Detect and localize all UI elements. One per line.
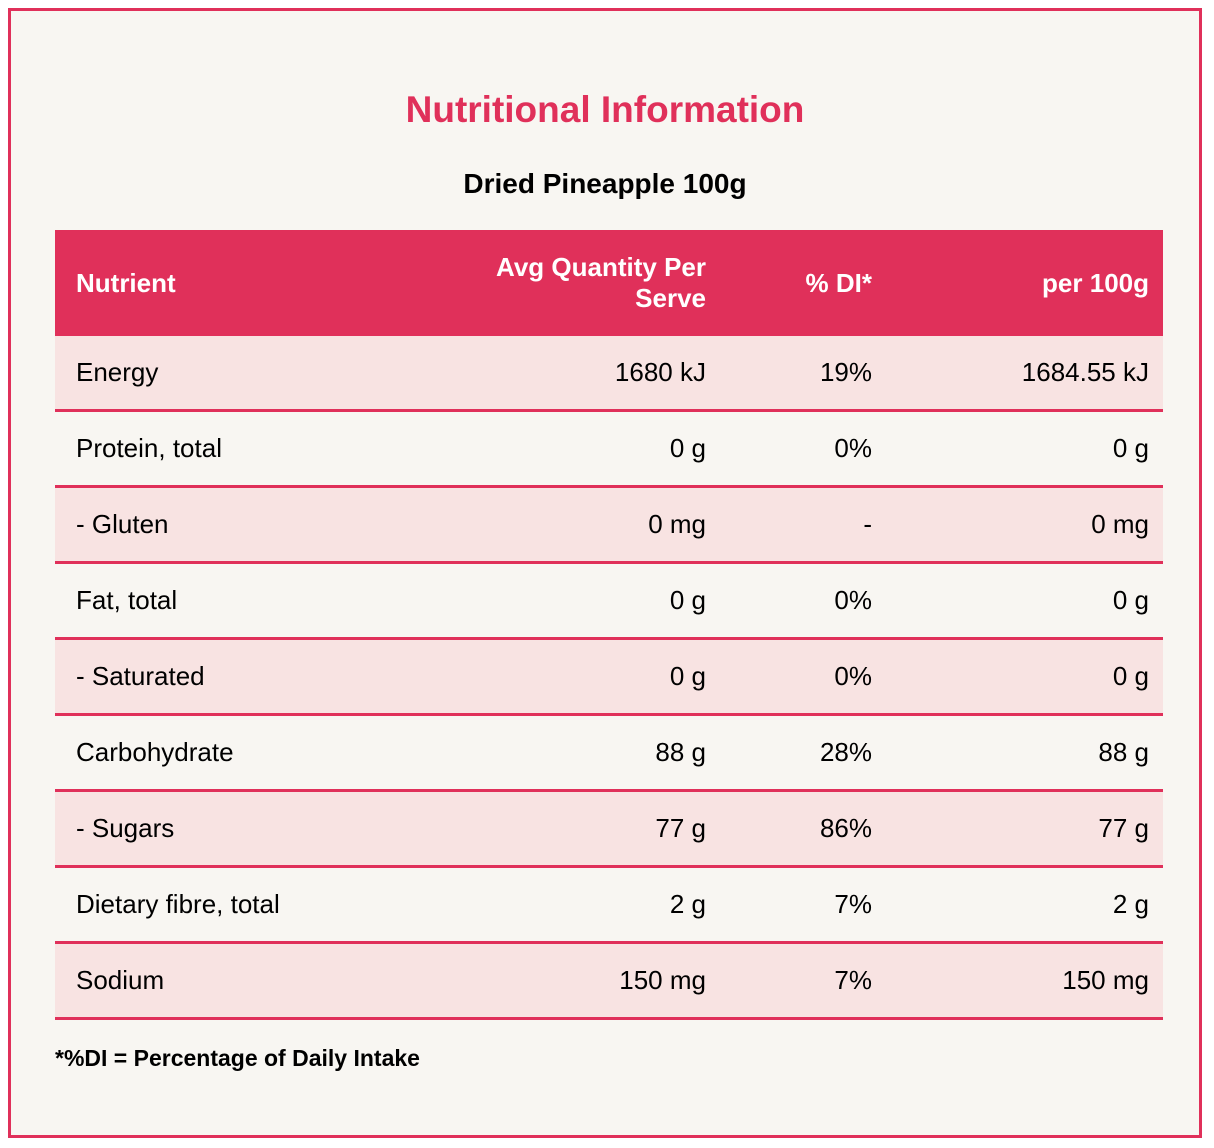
nutrient-name-cell: Sodium	[55, 942, 405, 1020]
percent-di-cell: 28%	[720, 714, 886, 792]
table-row: Protein, total 0 g 0% 0 g	[55, 410, 1163, 488]
table-header-row: Nutrient Avg Quantity Per Serve % DI* pe…	[55, 230, 1163, 336]
per-100g-cell: 0 g	[886, 562, 1163, 640]
table-row: Carbohydrate 88 g 28% 88 g	[55, 714, 1163, 792]
nutrient-name-cell: - Sugars	[55, 790, 405, 868]
avg-quantity-cell: 0 mg	[405, 486, 720, 564]
avg-quantity-cell: 77 g	[405, 790, 720, 868]
avg-quantity-cell: 1680 kJ	[405, 336, 720, 412]
table-row: Sodium 150 mg 7% 150 mg	[55, 942, 1163, 1020]
page-title: Nutritional Information	[405, 89, 805, 130]
per-100g-cell: 2 g	[886, 866, 1163, 944]
table-row: - Sugars 77 g 86% 77 g	[55, 790, 1163, 868]
table-row: Fat, total 0 g 0% 0 g	[55, 562, 1163, 640]
per-100g-cell: 150 mg	[886, 942, 1163, 1020]
per-100g-cell: 88 g	[886, 714, 1163, 792]
avg-quantity-cell: 0 g	[405, 562, 720, 640]
product-subtitle: Dried Pineapple 100g	[463, 168, 747, 199]
per-100g-cell: 0 g	[886, 638, 1163, 716]
table-row: - Saturated 0 g 0% 0 g	[55, 638, 1163, 716]
percent-di-cell: 19%	[720, 336, 886, 412]
nutrition-table: Nutrient Avg Quantity Per Serve % DI* pe…	[55, 230, 1163, 1020]
percent-di-cell: 7%	[720, 866, 886, 944]
nutrient-name-cell: Protein, total	[55, 410, 405, 488]
per-100g-cell: 0 g	[886, 410, 1163, 488]
nutrient-name-cell: - Saturated	[55, 638, 405, 716]
avg-quantity-cell: 0 g	[405, 410, 720, 488]
table-row: Dietary fibre, total 2 g 7% 2 g	[55, 866, 1163, 944]
footnote: *%DI = Percentage of Daily Intake	[55, 1045, 420, 1071]
nutrition-panel: Nutritional Information Dried Pineapple …	[8, 8, 1202, 1138]
header-avg-quantity: Avg Quantity Per Serve	[405, 230, 720, 336]
percent-di-cell: 0%	[720, 638, 886, 716]
percent-di-cell: -	[720, 486, 886, 564]
avg-quantity-cell: 88 g	[405, 714, 720, 792]
header-percent-di: % DI*	[720, 230, 886, 336]
table-row: Energy 1680 kJ 19% 1684.55 kJ	[55, 336, 1163, 412]
table-row: - Gluten 0 mg -0 mg	[55, 486, 1163, 564]
percent-di-cell: 7%	[720, 942, 886, 1020]
nutrient-name-cell: Fat, total	[55, 562, 405, 640]
avg-quantity-cell: 150 mg	[405, 942, 720, 1020]
per-100g-cell: 0 mg	[886, 486, 1163, 564]
per-100g-cell: 1684.55 kJ	[886, 336, 1163, 412]
avg-quantity-cell: 0 g	[405, 638, 720, 716]
percent-di-cell: 0%	[720, 562, 886, 640]
percent-di-cell: 0%	[720, 410, 886, 488]
nutrient-name-cell: Dietary fibre, total	[55, 866, 405, 944]
nutrient-name-cell: Energy	[55, 336, 405, 412]
nutrient-name-cell: - Gluten	[55, 486, 405, 564]
percent-di-cell: 86%	[720, 790, 886, 868]
header-nutrient: Nutrient	[55, 230, 405, 336]
header-per-100g: per 100g	[886, 230, 1163, 336]
avg-quantity-cell: 2 g	[405, 866, 720, 944]
per-100g-cell: 77 g	[886, 790, 1163, 868]
nutrient-name-cell: Carbohydrate	[55, 714, 405, 792]
